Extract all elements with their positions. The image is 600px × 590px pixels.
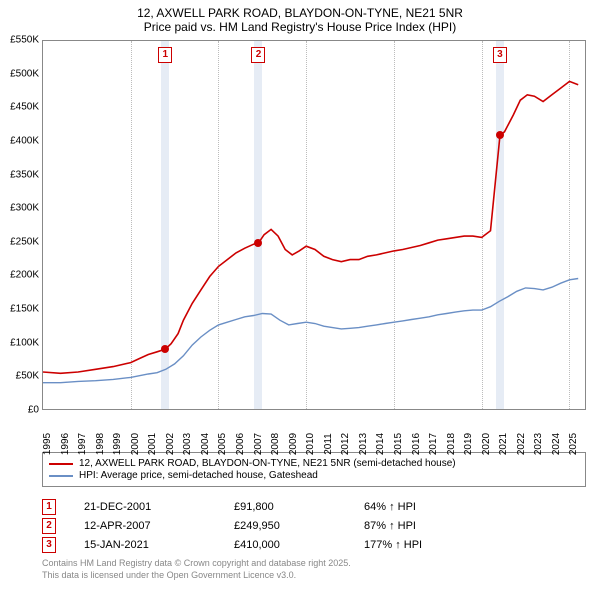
- sales-row-marker: 2: [42, 518, 56, 534]
- sale-marker-box: 3: [493, 47, 507, 63]
- y-tick-label: £500K: [3, 68, 39, 79]
- x-tick-label: 2003: [182, 433, 193, 455]
- y-tick-label: £550K: [3, 35, 39, 46]
- series-blue: [43, 279, 578, 383]
- x-tick-label: 2024: [551, 433, 562, 455]
- x-tick-label: 1996: [60, 433, 71, 455]
- y-tick-label: £150K: [3, 304, 39, 315]
- y-tick-label: £350K: [3, 169, 39, 180]
- sales-row-marker: 3: [42, 537, 56, 553]
- sales-row-date: 21-DEC-2001: [84, 501, 234, 513]
- y-tick-label: £0: [3, 405, 39, 416]
- x-tick-label: 2006: [235, 433, 246, 455]
- x-tick-label: 2023: [533, 433, 544, 455]
- y-tick-label: £400K: [3, 135, 39, 146]
- x-tick-label: 2021: [498, 433, 509, 455]
- sale-marker-box: 2: [251, 47, 265, 63]
- sales-row-date: 15-JAN-2021: [84, 539, 234, 551]
- x-tick-label: 2025: [568, 433, 579, 455]
- legend-row-red: 12, AXWELL PARK ROAD, BLAYDON-ON-TYNE, N…: [49, 458, 579, 469]
- sale-dot: [496, 131, 504, 139]
- footer-line1: Contains HM Land Registry data © Crown c…: [42, 558, 351, 570]
- sales-row: 2 12-APR-2007£249,95087% ↑ HPI: [42, 518, 586, 534]
- x-tick-label: 2002: [165, 433, 176, 455]
- x-tick-label: 2019: [463, 433, 474, 455]
- x-tick-label: 1995: [42, 433, 53, 455]
- chart-svg: [43, 41, 585, 409]
- x-tick-label: 2011: [323, 433, 334, 455]
- sale-marker-box: 1: [158, 47, 172, 63]
- chart-plot-area: 1 2 3: [42, 40, 586, 410]
- chart-container: 12, AXWELL PARK ROAD, BLAYDON-ON-TYNE, N…: [0, 0, 600, 590]
- sales-table: 1 21-DEC-2001£91,80064% ↑ HPI 2 12-APR-2007…: [42, 496, 586, 556]
- sale-dot: [254, 239, 262, 247]
- legend: 12, AXWELL PARK ROAD, BLAYDON-ON-TYNE, N…: [42, 452, 586, 487]
- x-tick-label: 2017: [428, 433, 439, 455]
- footer-line2: This data is licensed under the Open Gov…: [42, 570, 351, 582]
- sales-row: 1 21-DEC-2001£91,80064% ↑ HPI: [42, 499, 586, 515]
- x-tick-label: 2007: [253, 433, 264, 455]
- sales-row-pct: 64% ↑ HPI: [364, 501, 494, 513]
- sales-row-date: 12-APR-2007: [84, 520, 234, 532]
- legend-label-blue: HPI: Average price, semi-detached house,…: [79, 470, 318, 481]
- x-tick-label: 2009: [288, 433, 299, 455]
- y-tick-label: £200K: [3, 270, 39, 281]
- title-subtitle: Price paid vs. HM Land Registry's House …: [10, 20, 590, 34]
- y-tick-label: £300K: [3, 203, 39, 214]
- x-tick-label: 2015: [393, 433, 404, 455]
- x-tick-label: 2000: [130, 433, 141, 455]
- sales-row-marker: 1: [42, 499, 56, 515]
- x-tick-label: 2005: [217, 433, 228, 455]
- series-red: [43, 81, 578, 373]
- x-tick-label: 2001: [147, 433, 158, 455]
- sales-row: 3 15-JAN-2021£410,000177% ↑ HPI: [42, 537, 586, 553]
- x-tick-label: 2012: [340, 433, 351, 455]
- sale-dot: [161, 345, 169, 353]
- title-block: 12, AXWELL PARK ROAD, BLAYDON-ON-TYNE, N…: [0, 0, 600, 36]
- y-tick-label: £250K: [3, 236, 39, 247]
- legend-swatch-blue: [49, 475, 73, 477]
- x-tick-label: 2016: [411, 433, 422, 455]
- legend-label-red: 12, AXWELL PARK ROAD, BLAYDON-ON-TYNE, N…: [79, 458, 456, 469]
- x-tick-label: 2018: [446, 433, 457, 455]
- x-tick-label: 1998: [95, 433, 106, 455]
- legend-row-blue: HPI: Average price, semi-detached house,…: [49, 470, 579, 481]
- y-tick-label: £450K: [3, 102, 39, 113]
- sales-row-price: £410,000: [234, 539, 364, 551]
- sales-row-price: £91,800: [234, 501, 364, 513]
- footer: Contains HM Land Registry data © Crown c…: [42, 558, 351, 581]
- y-tick-label: £100K: [3, 337, 39, 348]
- x-tick-label: 2004: [200, 433, 211, 455]
- legend-swatch-red: [49, 463, 73, 465]
- x-tick-label: 1999: [112, 433, 123, 455]
- x-tick-label: 2013: [358, 433, 369, 455]
- x-tick-label: 2008: [270, 433, 281, 455]
- x-tick-label: 2014: [375, 433, 386, 455]
- x-tick-label: 1997: [77, 433, 88, 455]
- sales-row-price: £249,950: [234, 520, 364, 532]
- sales-row-pct: 177% ↑ HPI: [364, 539, 494, 551]
- title-address: 12, AXWELL PARK ROAD, BLAYDON-ON-TYNE, N…: [10, 6, 590, 20]
- x-tick-label: 2010: [305, 433, 316, 455]
- sales-row-pct: 87% ↑ HPI: [364, 520, 494, 532]
- y-tick-label: £50K: [3, 371, 39, 382]
- x-tick-label: 2020: [481, 433, 492, 455]
- x-tick-label: 2022: [516, 433, 527, 455]
